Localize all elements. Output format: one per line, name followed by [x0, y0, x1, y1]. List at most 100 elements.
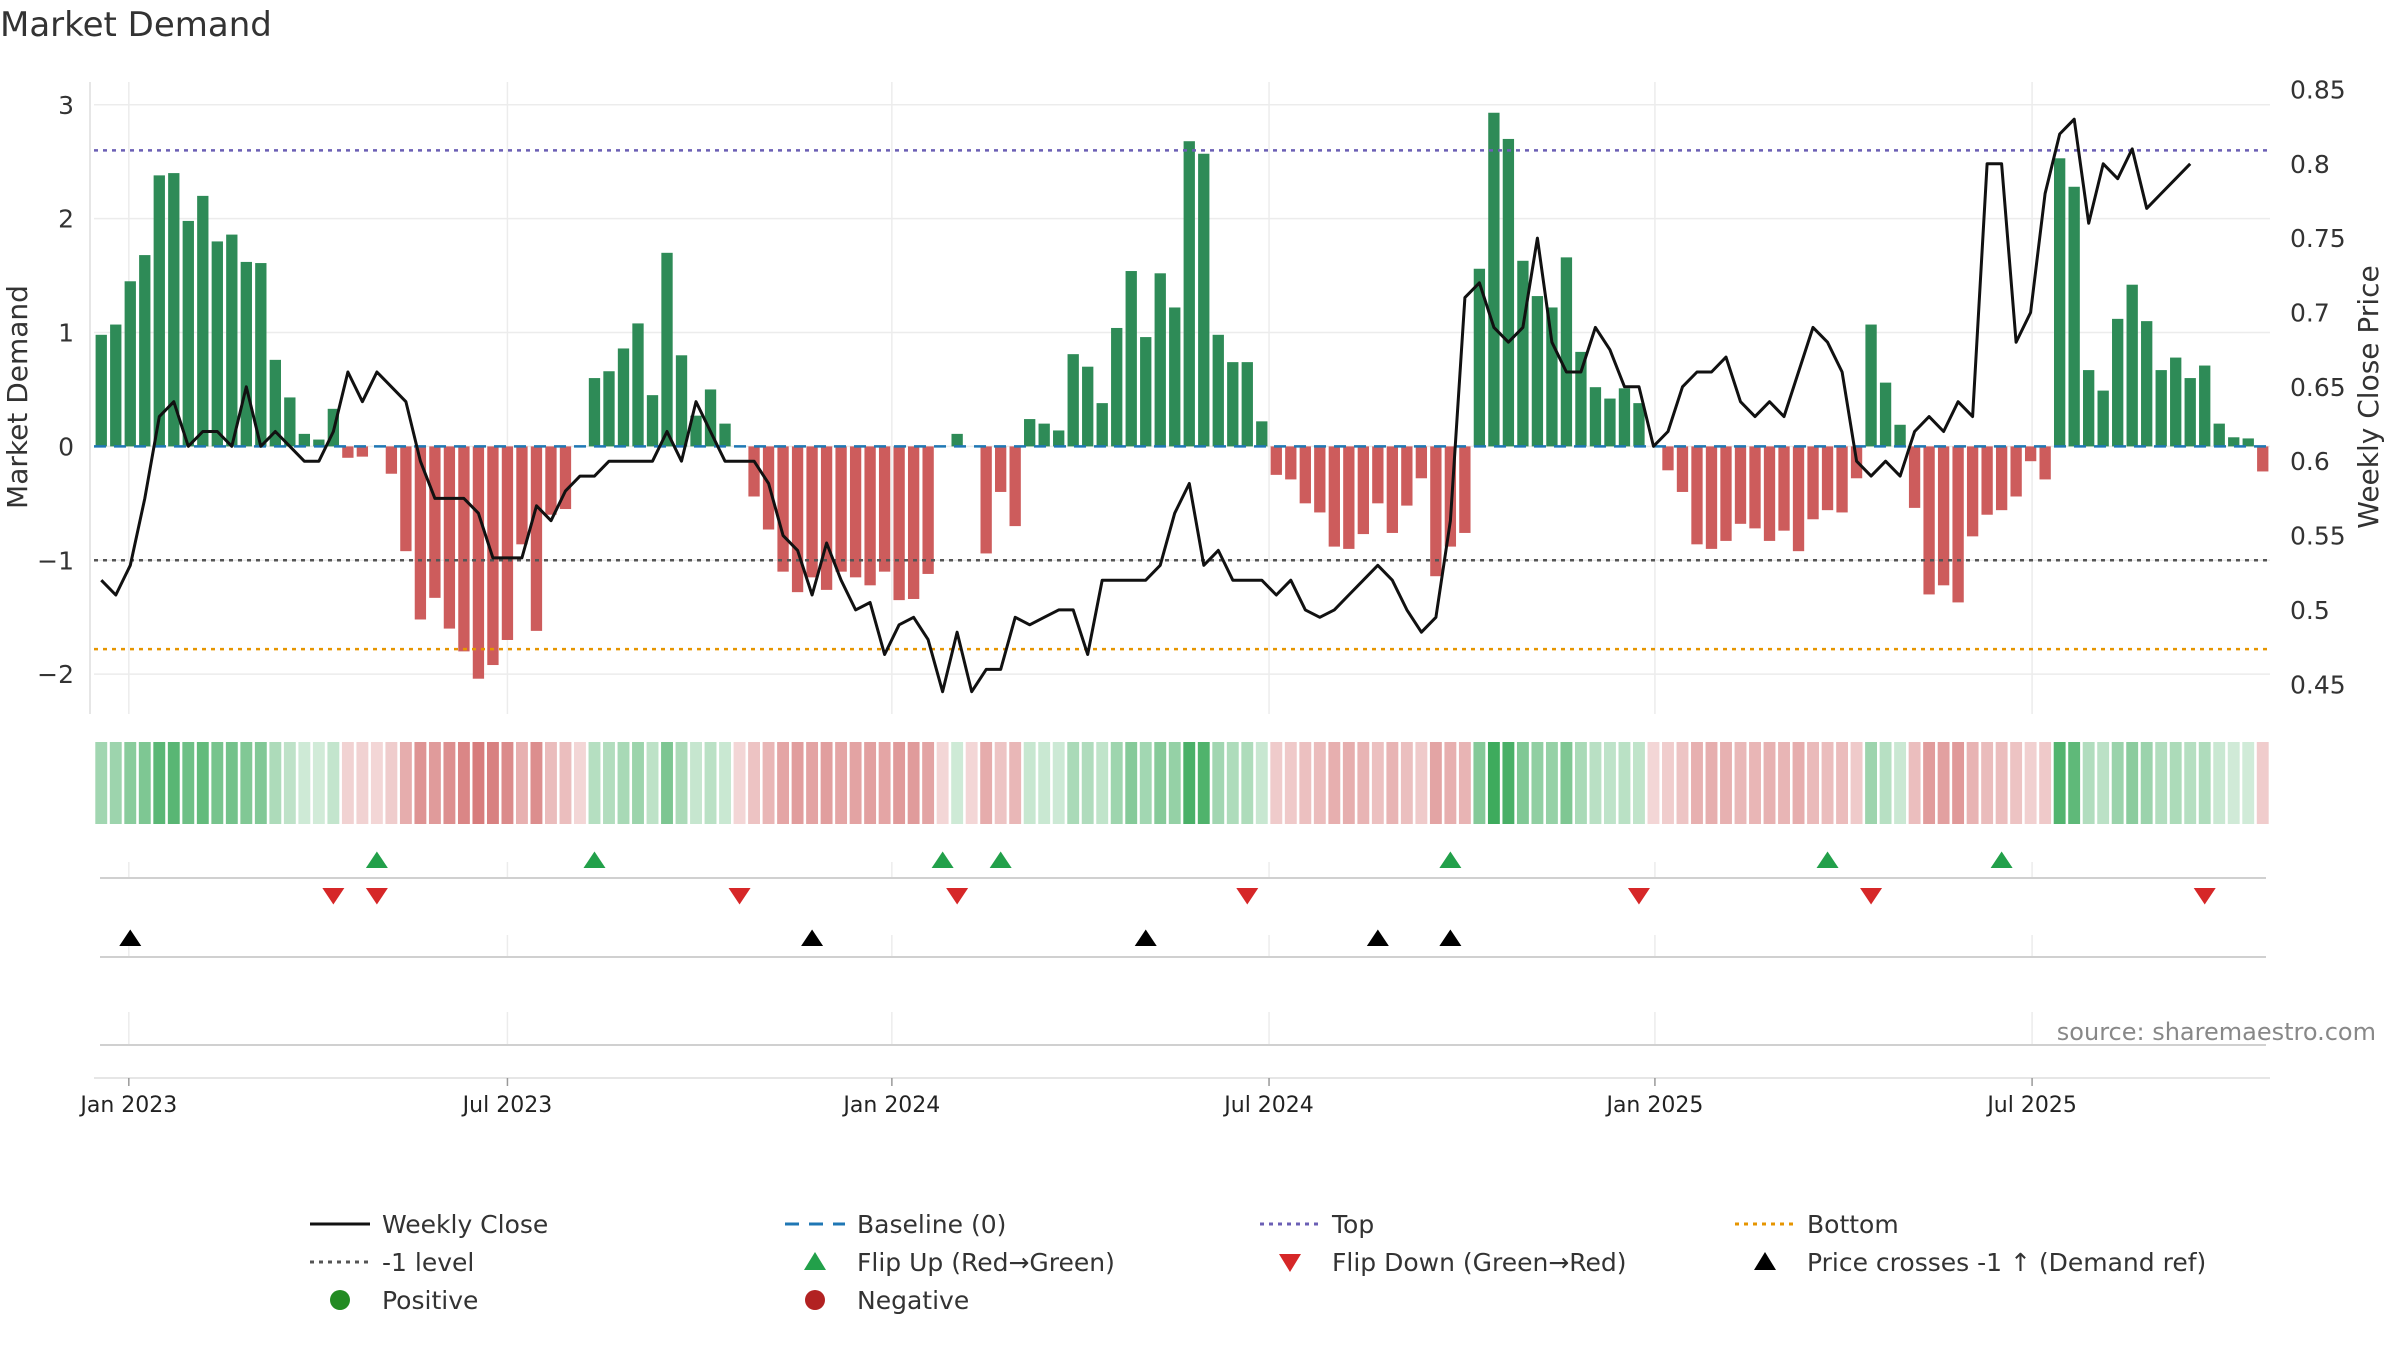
demand-bar [2141, 321, 2153, 447]
heat-cell [196, 742, 209, 824]
flip-up-marker [365, 851, 388, 868]
cross-marker [1439, 929, 1462, 946]
demand-bar [1517, 260, 1529, 447]
heat-cell [1516, 742, 1529, 824]
axis-layer: −2 −1 0 1 2 3 0.45 0.5 0.55 0.6 0.65 0.7 0.75 0.8 0.85… [37, 75, 2346, 1118]
heat-cell [632, 742, 644, 824]
heat-cell [1168, 742, 1181, 824]
demand-bar [1299, 446, 1311, 504]
y-tick-label: −2 [37, 660, 74, 689]
heat-cell [1241, 742, 1254, 824]
heat-cell [472, 742, 485, 824]
demand-bar [458, 446, 470, 652]
demand-bar [820, 446, 833, 590]
demand-bar [1140, 337, 1152, 447]
heat-cell [2155, 742, 2168, 824]
demand-bar [1401, 446, 1413, 506]
flip-up-marker [989, 851, 1012, 868]
heat-cell [791, 742, 804, 824]
heat-cell [1545, 742, 1558, 824]
demand-bar [1923, 446, 1935, 595]
weekly-close-line [100, 117, 2192, 694]
demand-bar [675, 355, 688, 447]
legend-label: Price crosses -1 ↑ (Demand ref) [1807, 1248, 2206, 1277]
cross-marker [119, 929, 142, 946]
demand-bar [1546, 307, 1558, 447]
demand-bar [980, 446, 992, 554]
heat-cell [1371, 742, 1384, 824]
demand-bar [1009, 446, 1021, 527]
demand-bar [269, 359, 281, 447]
heat-cell [1633, 742, 1645, 824]
demand-bar [1575, 351, 1587, 447]
demand-bar [748, 446, 760, 497]
heat-cell [414, 742, 427, 824]
demand-bar [791, 446, 804, 593]
demand-bar [2242, 438, 2254, 447]
y-tick-label: 2 [58, 205, 74, 234]
y2-tick-label: 0.5 [2290, 596, 2330, 625]
legend-label: -1 level [382, 1248, 474, 1277]
y-tick-label: −1 [37, 546, 74, 575]
heat-cell [1415, 742, 1428, 824]
heat-cell [1125, 742, 1138, 824]
demand-bar [907, 446, 920, 599]
demand-bar [2199, 365, 2211, 447]
demand-bar [1691, 446, 1703, 545]
x-tick-label: Jul 2023 [461, 1093, 553, 1118]
demand-bar [211, 241, 223, 447]
demand-bar [849, 446, 862, 578]
demand-bar [2126, 284, 2138, 447]
heat-cell [486, 742, 499, 824]
heat-cell [327, 742, 340, 824]
demand-bar [472, 446, 485, 679]
demand-bar [153, 175, 165, 447]
heat-cell [2010, 742, 2023, 824]
heat-cell [443, 742, 456, 824]
heat-cell [922, 742, 935, 824]
demand-bar [255, 263, 267, 447]
heat-cell [1720, 742, 1732, 824]
legend-swatch-cross [1754, 1252, 1776, 1270]
heat-cell [1647, 742, 1660, 824]
heat-cell [1734, 742, 1747, 824]
legend-label: Weekly Close [382, 1210, 548, 1239]
y-tick-label: 0 [58, 432, 74, 461]
heat-cell [748, 742, 761, 824]
heat-cell [588, 742, 601, 824]
heat-cell [211, 742, 224, 824]
demand-bar [182, 220, 194, 447]
heat-cell [574, 742, 586, 824]
heat-cell [1966, 742, 1979, 824]
heat-cell [1328, 742, 1341, 824]
heat-cell [545, 742, 557, 824]
heat-cell [167, 742, 180, 824]
y-tick-label: 1 [58, 319, 74, 348]
heat-cell [1458, 742, 1471, 824]
demand-bar [2155, 370, 2167, 447]
demand-bar [1807, 446, 1819, 520]
demand-bar [1169, 307, 1181, 447]
demand-bar [2213, 423, 2225, 447]
heat-cell [849, 742, 862, 824]
x-tick-label: Jan 2024 [841, 1093, 940, 1118]
demand-bar [1908, 446, 1921, 508]
heat-cell [124, 742, 137, 824]
demand-bar [1067, 354, 1079, 447]
heat-cell [893, 742, 906, 824]
demand-bar [1749, 446, 1761, 529]
x-tick-label: Jan 2025 [1604, 1093, 1703, 1118]
demand-bar [1227, 362, 1239, 447]
demand-bar [878, 446, 891, 572]
demand-bar [1111, 327, 1123, 447]
demand-bar [530, 446, 543, 631]
demand-bar [226, 234, 238, 447]
heat-cell [1792, 742, 1805, 824]
heat-cell [1894, 742, 1907, 824]
heat-cell [2227, 742, 2240, 824]
demand-bar [617, 348, 630, 447]
demand-bar [1720, 446, 1732, 541]
y2-tick-label: 0.85 [2290, 75, 2346, 104]
demand-bar [516, 446, 528, 545]
